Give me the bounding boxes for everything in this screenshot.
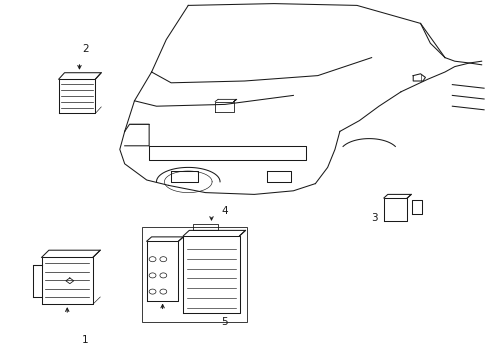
Circle shape: [149, 273, 156, 278]
Circle shape: [160, 273, 166, 278]
Text: 5: 5: [221, 317, 228, 327]
Circle shape: [149, 289, 156, 294]
Text: 3: 3: [370, 213, 377, 223]
Bar: [142, 227, 246, 322]
Circle shape: [160, 289, 166, 294]
Text: 4: 4: [221, 206, 228, 216]
Circle shape: [160, 257, 166, 262]
Text: 1: 1: [82, 335, 89, 345]
Circle shape: [149, 257, 156, 262]
Text: 2: 2: [82, 44, 89, 54]
